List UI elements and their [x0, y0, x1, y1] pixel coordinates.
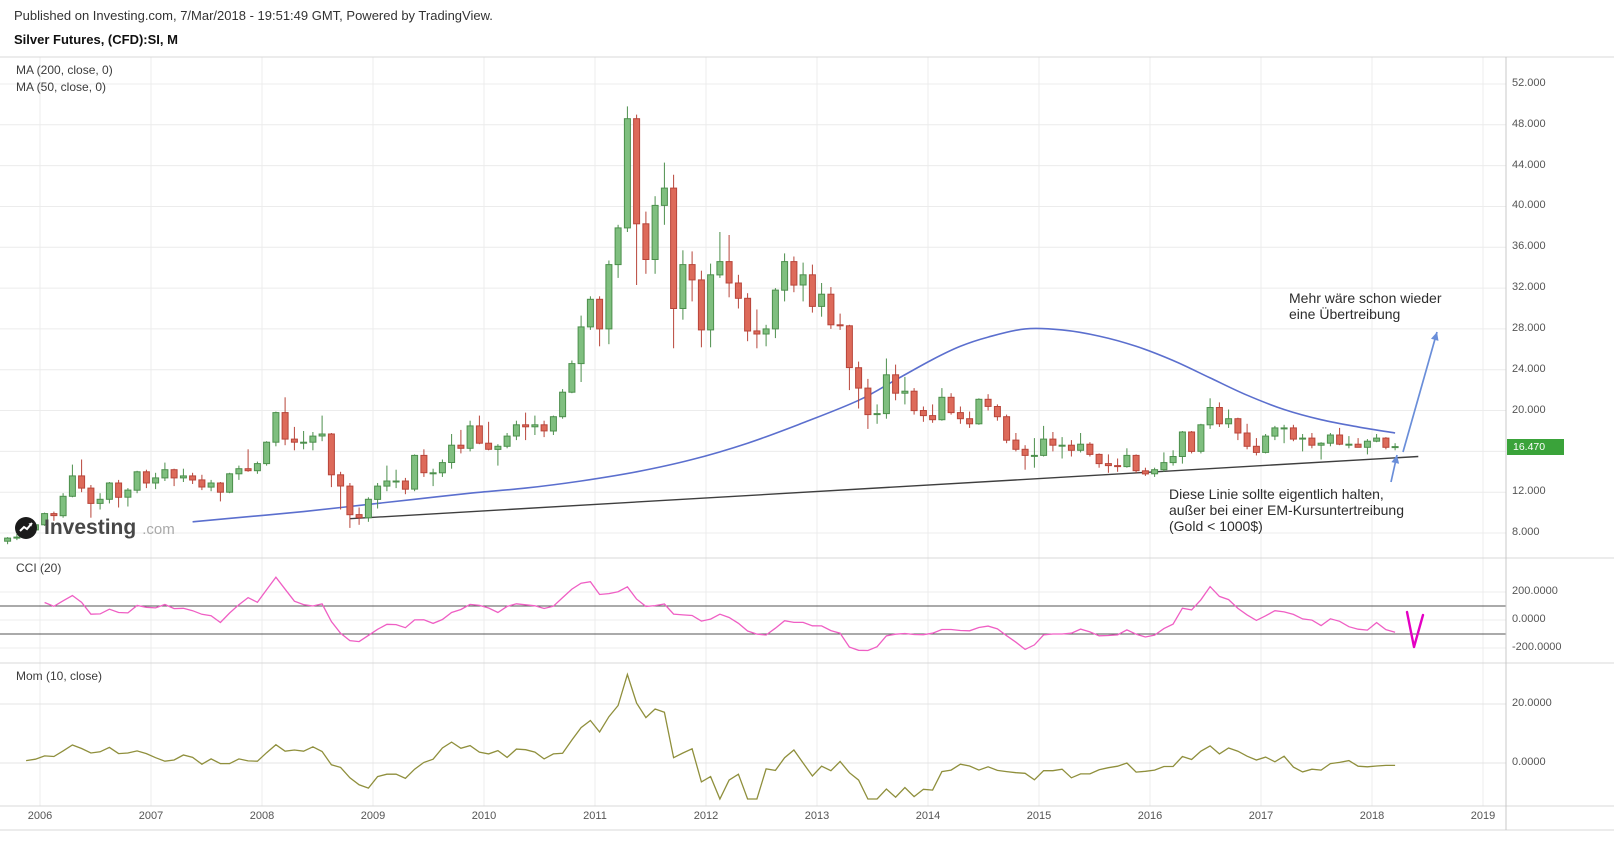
annotation-line: außer bei einer EM-Kursuntertreibung — [1169, 502, 1405, 518]
watermark-suffix: .com — [142, 521, 175, 538]
year-label[interactable]: 2010 — [471, 810, 497, 822]
year-label[interactable]: 2015 — [1026, 810, 1052, 822]
annotation-line: (Gold < 1000$) — [1169, 518, 1263, 534]
investing-logo-icon — [15, 517, 37, 539]
cci-checkmark[interactable] — [1405, 610, 1425, 649]
mom-axis-label: 20.0000 — [1512, 697, 1552, 709]
price-axis-label: 40.000 — [1512, 199, 1546, 212]
year-label[interactable]: 2008 — [249, 810, 275, 822]
annotation-line: Diese Linie sollte eigentlich halten, — [1169, 486, 1384, 502]
mom-axis-label: 0.0000 — [1512, 756, 1546, 768]
price-axis-label: 12.000 — [1512, 485, 1546, 498]
cci-panel-label[interactable]: CCI (20) — [16, 561, 62, 575]
current-price-badge: 16.470 — [1507, 439, 1564, 455]
published-line: Published on Investing.com, 7/Mar/2018 -… — [14, 8, 493, 23]
year-label[interactable]: 2019 — [1470, 810, 1496, 822]
year-label[interactable]: 2009 — [360, 810, 386, 822]
price-axis-label: 36.000 — [1512, 240, 1546, 253]
cci-axis-label: 0.0000 — [1512, 613, 1546, 625]
annotation-linie[interactable]: Diese Linie sollte eigentlich halten, au… — [1169, 486, 1404, 534]
cci-line — [44, 576, 1396, 652]
watermark-text: Investing — [44, 516, 137, 539]
year-label[interactable]: 2006 — [27, 810, 53, 822]
annotation-line: Mehr wäre schon wieder — [1289, 290, 1442, 306]
candles — [4, 106, 1399, 545]
year-label[interactable]: 2014 — [915, 810, 941, 822]
arrow-uebertreibung[interactable] — [1402, 331, 1439, 453]
arrow-linie[interactable] — [1390, 454, 1400, 483]
year-label[interactable]: 2007 — [138, 810, 164, 822]
legend-ma200[interactable]: MA (200, close, 0) — [16, 63, 113, 77]
mom-panel-label[interactable]: Mom (10, close) — [16, 669, 103, 683]
year-label[interactable]: 2017 — [1248, 810, 1274, 822]
year-label[interactable]: 2012 — [693, 810, 719, 822]
trendline[interactable] — [349, 455, 1419, 520]
year-label[interactable]: 2018 — [1359, 810, 1385, 822]
year-label[interactable]: 2013 — [804, 810, 830, 822]
price-axis-label: 52.000 — [1512, 77, 1546, 89]
chart-title: Silver Futures, (CFD):SI, M — [14, 32, 178, 47]
price-axis-label: 20.000 — [1512, 403, 1546, 416]
cci-axis-label: 200.0000 — [1512, 585, 1558, 597]
price-axis-label: 24.000 — [1512, 362, 1546, 375]
investing-logo[interactable]: Investing .com — [14, 516, 175, 540]
price-axis-label: 48.000 — [1512, 117, 1546, 130]
price-axis-label: 32.000 — [1512, 281, 1546, 294]
price-axis-label: 28.000 — [1512, 321, 1546, 334]
year-label[interactable]: 2011 — [583, 810, 607, 822]
year-label[interactable]: 2016 — [1137, 810, 1163, 822]
annotation-line: eine Übertreibung — [1289, 306, 1401, 322]
ma50-line[interactable] — [192, 327, 1396, 523]
annotation-uebertreibung[interactable]: Mehr wäre schon wieder eine Übertreibung — [1289, 290, 1442, 322]
price-axis-label: 8.000 — [1512, 525, 1540, 538]
cci-axis-label: -200.0000 — [1512, 641, 1562, 653]
legend-ma50[interactable]: MA (50, close, 0) — [16, 80, 107, 94]
mom-line — [26, 672, 1396, 801]
price-axis-label: 44.000 — [1512, 158, 1546, 171]
